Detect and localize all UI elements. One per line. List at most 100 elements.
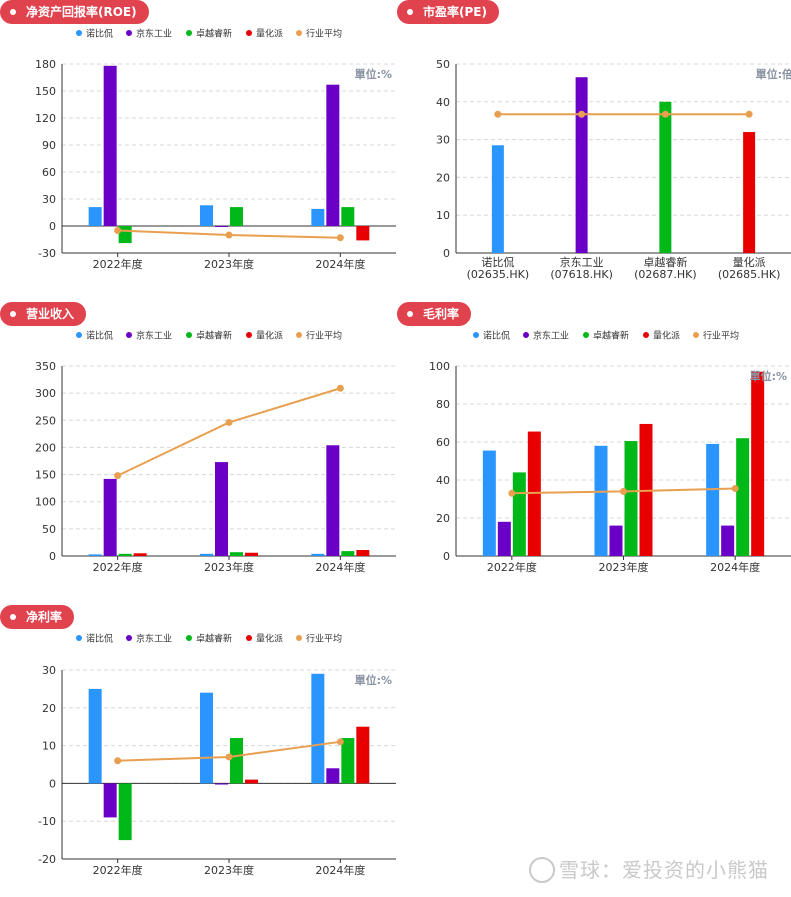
legend-label: 卓越睿新 (593, 330, 629, 342)
legend-label: 行业平均 (306, 633, 342, 645)
bar-京东工业-2024年度 (326, 445, 340, 556)
x-tick-code: (02687.HK) (634, 268, 697, 281)
y-tick-label: 0 (49, 777, 56, 790)
bar-诺比侃-2024年度 (311, 553, 325, 556)
legend-marker (643, 332, 649, 338)
x-tick-code: (02685.HK) (718, 268, 781, 281)
bar-pe-量化派 (743, 132, 756, 253)
legend-marker (296, 332, 302, 338)
x-tick-label: 2022年度 (487, 560, 537, 574)
x-tick-code: (07618.HK) (550, 268, 613, 281)
y-tick-label: 350 (35, 360, 56, 373)
y-tick-label: 120 (35, 112, 56, 125)
unit-label: 單位:倍 (756, 67, 791, 81)
legend-label: 京东工业 (533, 330, 569, 342)
bar-诺比侃-2023年度 (200, 553, 213, 556)
x-tick-label: 2023年度 (204, 863, 254, 877)
title-gross: 毛利率 (397, 302, 472, 326)
bar-诺比侃-2024年度 (311, 673, 325, 784)
y-tick-label: -10 (38, 815, 56, 828)
legend-marker (523, 332, 529, 338)
avg-point (620, 487, 627, 495)
bar-pe-卓越睿新 (659, 101, 672, 253)
legend-label: 行业平均 (703, 330, 739, 342)
x-tick-label: 2024年度 (315, 863, 365, 877)
x-tick-label: 2024年度 (710, 560, 760, 574)
bar-诺比侃-2022年度 (88, 688, 102, 784)
y-tick-label: 80 (436, 398, 450, 411)
y-tick-label: 250 (35, 414, 56, 427)
bar-京东工业-2024年度 (326, 84, 340, 226)
y-tick-label: 150 (35, 469, 56, 482)
legend-label: 行业平均 (306, 330, 342, 342)
bar-京东工业-2023年度 (215, 226, 228, 227)
bar-诺比侃-2023年度 (200, 692, 213, 784)
legend-marker (583, 332, 589, 338)
x-tick-label: 2022年度 (93, 863, 143, 877)
y-tick-label: 30 (42, 664, 56, 677)
y-tick-label: 100 (429, 360, 450, 373)
y-tick-label: 50 (42, 523, 56, 536)
legend-label: 京东工业 (136, 633, 172, 645)
bar-卓越睿新-2022年度 (118, 553, 132, 556)
legend-label: 诺比侃 (86, 330, 113, 342)
bar-京东工业-2022年度 (103, 783, 117, 818)
legend-label: 卓越睿新 (196, 28, 232, 40)
y-tick-label: -20 (38, 853, 56, 866)
y-tick-label: -30 (38, 247, 56, 260)
avg-point (336, 384, 344, 392)
x-tick-label: 京东工业 (560, 255, 604, 269)
y-tick-label: 20 (436, 512, 450, 525)
x-tick-label: 2023年度 (204, 560, 254, 574)
legend-label: 卓越睿新 (196, 330, 232, 342)
bar-卓越睿新-2024年度 (341, 207, 355, 226)
bar-诺比侃-2023年度 (594, 445, 608, 556)
bar-卓越睿新-2023年度 (230, 552, 243, 556)
y-tick-label: 180 (35, 58, 56, 71)
net-margin-chart: 诺比侃 京东工业 卓越睿新 量化派 行业平均 -20 -10 0 10 20 30 2022年度 202… (38, 633, 396, 877)
avg-point (745, 110, 753, 118)
avg-point (336, 234, 344, 242)
legend-label: 量化派 (653, 330, 680, 342)
avg-point (114, 757, 122, 765)
y-tick-label: 0 (49, 550, 56, 563)
bar-京东工业-2022年度 (497, 521, 511, 556)
bar-量化派-2024年度 (356, 226, 370, 241)
legend-marker (186, 30, 192, 36)
legend-label: 量化派 (256, 330, 283, 342)
legend-marker (126, 635, 132, 641)
legend-label: 京东工业 (136, 28, 172, 40)
legend-label: 诺比侃 (86, 633, 113, 645)
x-tick-label: 量化派 (733, 255, 766, 269)
bar-卓越睿新-2022年度 (512, 472, 526, 556)
y-tick-label: 10 (42, 740, 56, 753)
avg-point (225, 753, 233, 761)
legend-marker (296, 30, 302, 36)
bar-诺比侃-2024年度 (311, 208, 325, 226)
legend-label: 行业平均 (306, 28, 342, 40)
y-tick-label: 40 (436, 96, 450, 109)
gross-margin-chart: 诺比侃 京东工业 卓越睿新 量化派 行业平均 0 20 40 60 80 100 2022年度 2023… (429, 330, 791, 574)
y-tick-label: 50 (436, 58, 450, 71)
legend-marker (126, 332, 132, 338)
x-tick-label: 卓越睿新 (643, 255, 687, 269)
bar-量化派-2024年度 (356, 550, 370, 556)
legend-marker (76, 30, 82, 36)
y-tick-label: 200 (35, 441, 56, 454)
bar-卓越睿新-2023年度 (624, 441, 638, 556)
legend-label: 卓越睿新 (196, 633, 232, 645)
y-tick-label: 0 (443, 550, 450, 563)
legend-label: 京东工业 (136, 330, 172, 342)
avg-line (117, 387, 341, 477)
legend-marker (693, 332, 699, 338)
bar-京东工业-2024年度 (721, 525, 735, 556)
legend-marker (246, 30, 252, 36)
bar-诺比侃-2022年度 (482, 450, 496, 556)
bar-量化派-2022年度 (133, 553, 147, 556)
legend-label: 诺比侃 (86, 28, 113, 40)
bar-京东工业-2023年度 (215, 783, 228, 785)
title-pe: 市盈率(PE) (397, 0, 499, 24)
bar-卓越睿新-2024年度 (341, 738, 355, 784)
legend-marker (76, 635, 82, 641)
title-net: 净利率 (0, 605, 75, 629)
